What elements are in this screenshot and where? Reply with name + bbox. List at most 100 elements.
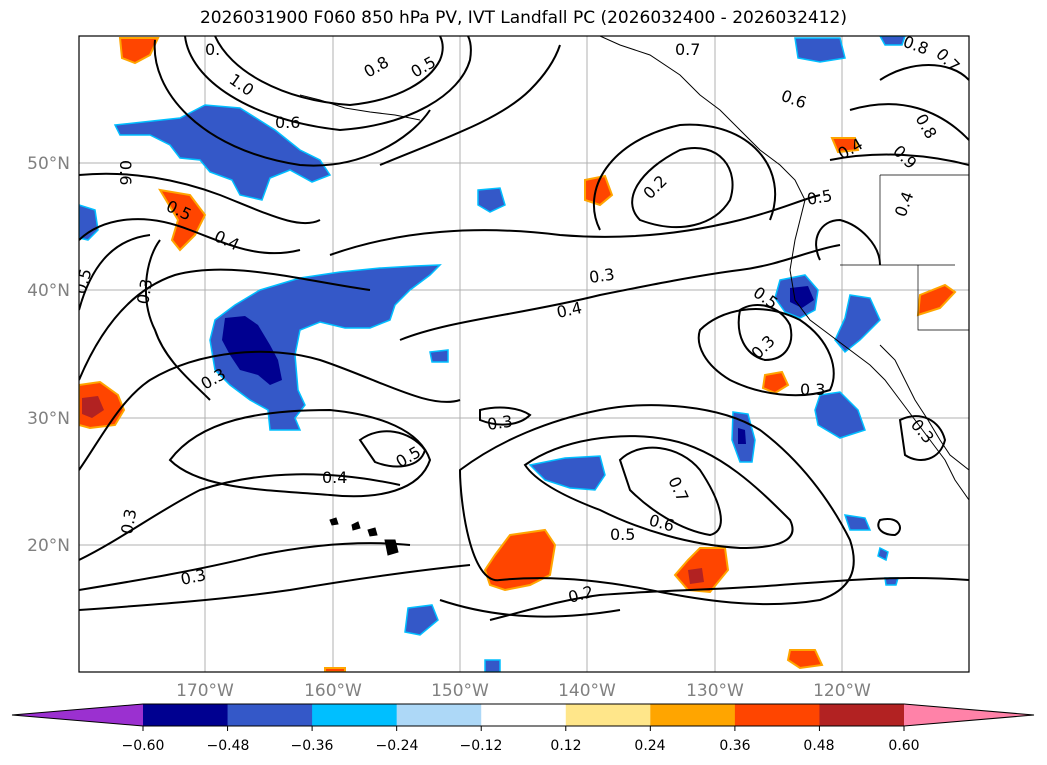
lon-label: 140°W — [558, 681, 616, 701]
colorbar-extend-max — [904, 704, 1034, 726]
contour-29 — [877, 518, 901, 537]
contour-18 — [631, 147, 734, 228]
colorbar-cell — [396, 704, 482, 726]
contour-label: 0.5 — [610, 525, 635, 544]
lat-labels: 50°N 40°N 30°N 20°N — [27, 154, 70, 556]
pv-pos-bottom2 — [324, 667, 346, 672]
pv-neg-ne2 — [879, 36, 906, 46]
pv-neg-central — [209, 264, 442, 431]
contour-5 — [79, 218, 301, 255]
colorbar-tick-label: −0.24 — [376, 738, 419, 754]
pv-neg-small4 — [843, 514, 872, 531]
contour-30 — [898, 415, 947, 461]
lon-label: 120°W — [813, 681, 871, 701]
contour-label: 0.6 — [275, 113, 300, 132]
aleutians — [299, 94, 421, 121]
pv-pos-top-left — [118, 37, 160, 65]
hawaii — [329, 517, 399, 556]
lat-label: 50°N — [27, 154, 70, 174]
colorbar-cell — [481, 704, 567, 726]
contour-label: 0.3 — [800, 380, 825, 399]
pv-neg-ne — [794, 37, 846, 63]
pv-neg-north-pacific — [113, 104, 332, 201]
lon-label: 150°W — [431, 681, 489, 701]
contour-12 — [79, 564, 471, 611]
contour-label: 0.3 — [133, 277, 156, 305]
pv-neg-california-core — [790, 286, 814, 308]
colorbar-tick-label: 0.24 — [634, 738, 665, 754]
lat-label: 20°N — [27, 536, 70, 556]
lon-labels: 170°W 160°W 150°W 140°W 130°W 120°W — [176, 681, 871, 701]
contour-4 — [79, 172, 321, 225]
colorbar-tick-label: 0.12 — [550, 738, 581, 754]
pv-neg-small6 — [877, 546, 889, 562]
colorbar-tick-marks — [142, 726, 905, 731]
contour-1 — [214, 36, 444, 107]
contour-11 — [79, 542, 411, 591]
contour-14 — [358, 430, 427, 468]
pv-neg-mid-east-core — [738, 428, 746, 444]
lon-label: 170°W — [176, 681, 234, 701]
pv-pos-nw — [830, 137, 860, 154]
colorbar-tick-label: 0.48 — [803, 738, 834, 754]
contour-24 — [697, 308, 835, 397]
contour-33 — [829, 153, 969, 166]
pv-pos-baja — [761, 370, 790, 395]
colorbar-cell — [734, 704, 820, 726]
contour-label: 0.3 — [588, 265, 616, 287]
contour-9 — [79, 350, 461, 471]
colorbar-tick-label: −0.12 — [460, 738, 503, 754]
figure-title: 2026031900 F060 850 hPa PV, IVT Landfall… — [199, 8, 847, 28]
colorbar-tick-label: −0.60 — [122, 738, 165, 754]
contour-2 — [184, 36, 472, 132]
pv-neg-small3 — [404, 604, 439, 636]
pv-pos-sub-center — [483, 528, 557, 592]
state-borders — [840, 174, 969, 331]
contour-23 — [618, 446, 722, 537]
map-frame — [78, 35, 970, 673]
contour-label: 0.3 — [486, 412, 514, 434]
contour-28 — [439, 599, 621, 618]
contour-label: 0.5 — [805, 186, 833, 209]
contour-3 — [153, 39, 431, 167]
contour-label: 0.3 — [117, 507, 140, 535]
pv-neg-small2 — [429, 349, 449, 363]
contour-label: 0. — [205, 40, 220, 59]
negative-pv-areas — [79, 36, 906, 672]
contour-label: 0.6 — [116, 160, 135, 185]
contour-17 — [379, 44, 561, 166]
pv-neg-small5 — [484, 659, 501, 672]
colorbar-cells — [11, 703, 1035, 727]
contour-31 — [879, 64, 969, 81]
contour-27 — [489, 576, 969, 621]
contour-label: 0.7 — [675, 40, 700, 59]
colorbar-extend-min — [12, 704, 143, 726]
contour-10 — [79, 473, 401, 561]
colorbar-tick-label: −0.48 — [207, 738, 250, 754]
contour-32 — [849, 103, 969, 141]
pv-neg-baja — [814, 391, 866, 439]
colorbar-tick-label: 0.36 — [719, 738, 750, 754]
contour-7 — [144, 239, 211, 401]
pv-neg-central-core — [222, 316, 282, 385]
colorbar-cell — [227, 704, 313, 726]
lat-label: 30°N — [27, 409, 70, 429]
colorbar-ticks: −0.60 −0.48 −0.36 −0.24 −0.12 0.12 0.24 … — [122, 738, 920, 754]
contour-label: 0.4 — [322, 468, 347, 487]
contour-25 — [737, 304, 793, 362]
colorbar-cell — [650, 704, 736, 726]
colorbar-cell — [143, 704, 229, 726]
coastline-mexico — [879, 344, 969, 471]
pv-pos-w2 — [158, 188, 207, 252]
pv-neg-california2 — [834, 294, 881, 354]
pv-pos-sub-east-core — [688, 568, 704, 584]
pv-neg-subtropic — [528, 455, 606, 491]
colorbar-cell — [312, 704, 398, 726]
contour-15 — [399, 244, 841, 341]
contour-22 — [523, 435, 794, 550]
lon-label: 160°W — [304, 681, 362, 701]
contour-label: 0.4 — [555, 298, 584, 322]
contour-19 — [592, 123, 776, 231]
pv-neg-west-edge — [79, 204, 99, 241]
